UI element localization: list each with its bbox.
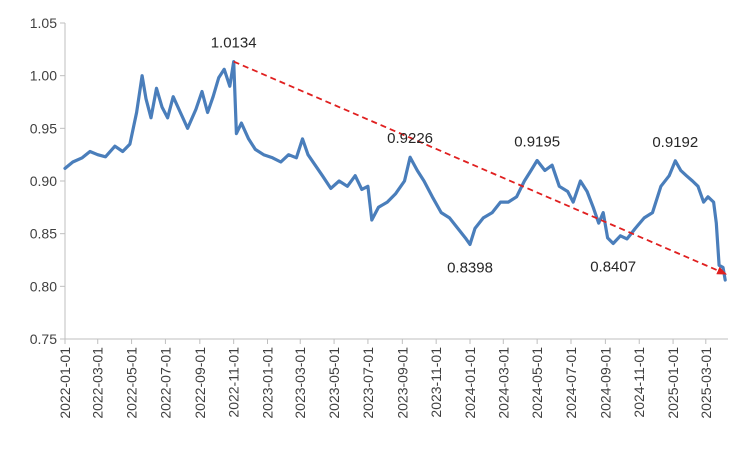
x-tick-label: 2022-11-01: [226, 347, 242, 418]
data-label: 0.9195: [514, 133, 560, 150]
y-tick-label: 0.80: [30, 278, 57, 294]
y-tick-label: 1.05: [30, 15, 57, 31]
x-tick-label: 2023-05-01: [326, 347, 342, 419]
x-tick-label: 2023-09-01: [394, 347, 410, 419]
x-tick-label: 2023-11-01: [428, 347, 444, 418]
x-tick-label: 2024-11-01: [631, 347, 647, 418]
x-tick-label: 2022-07-01: [157, 347, 173, 419]
x-tick-label: 2024-09-01: [597, 347, 613, 419]
x-tick-label: 2022-09-01: [192, 347, 208, 419]
x-tick-label: 2025-01-01: [665, 347, 681, 419]
x-tick-label: 2024-07-01: [563, 347, 579, 419]
data-label: 0.9226: [387, 130, 433, 147]
x-tick-label: 2023-03-01: [292, 347, 308, 419]
x-tick-label: 2023-07-01: [360, 347, 376, 419]
x-tick-label: 2022-05-01: [124, 347, 140, 419]
y-tick-label: 0.75: [30, 331, 57, 347]
x-tick-label: 2024-01-01: [462, 347, 478, 419]
y-tick-label: 0.85: [30, 226, 57, 242]
x-tick-label: 2025-03-01: [698, 347, 714, 419]
trend-arrow: [233, 60, 728, 275]
series-line: [63, 60, 727, 282]
data-label: 0.8398: [447, 259, 493, 276]
x-tick-label: 2024-05-01: [529, 347, 545, 419]
data-label: 0.9192: [652, 134, 698, 151]
data-label: 0.8407: [590, 258, 636, 275]
y-tick-label: 1.00: [30, 68, 57, 84]
x-tick-label: 2024-03-01: [495, 347, 511, 419]
data-label: 1.0134: [211, 35, 257, 52]
x-tick-label: 2023-01-01: [260, 347, 276, 419]
y-tick-label: 0.95: [30, 120, 57, 136]
x-tick-label: 2022-01-01: [57, 347, 73, 419]
x-tick-label: 2022-03-01: [90, 347, 106, 419]
y-tick-label: 0.90: [30, 173, 57, 189]
